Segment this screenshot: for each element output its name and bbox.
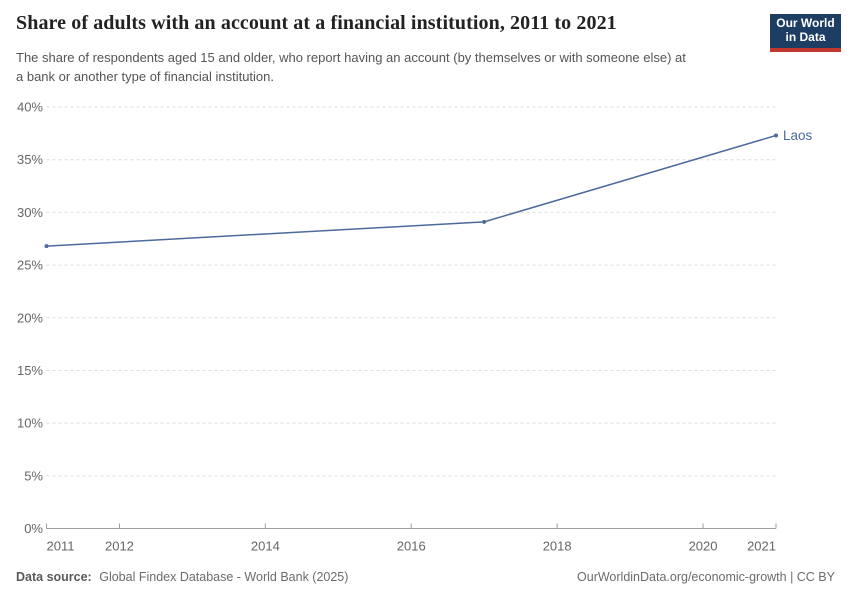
y-tick-label-5pct: 5%: [24, 468, 43, 483]
y-tick-label-25pct: 25%: [17, 258, 43, 273]
x-tick-label-2016: 2016: [397, 539, 426, 554]
owid-license-link[interactable]: OurWorldinData.org/economic-growth | CC …: [577, 570, 835, 584]
y-tick-label-35pct: 35%: [17, 152, 43, 167]
owid-logo[interactable]: Our World in Data: [770, 14, 841, 52]
x-tick-label-2021: 2021: [747, 539, 776, 554]
data-source-label: Data source:: [16, 570, 92, 584]
y-tick-label-20pct: 20%: [17, 310, 43, 325]
laos-data-point-2011: [44, 244, 49, 249]
laos-data-point-2017: [482, 219, 487, 224]
data-source-note: Data source: Global Findex Database - Wo…: [16, 570, 348, 584]
y-tick-label-15pct: 15%: [17, 363, 43, 378]
x-tick-label-2018: 2018: [543, 539, 572, 554]
owid-logo-line2: in Data: [785, 30, 826, 44]
x-tick-label-2014: 2014: [251, 539, 280, 554]
chart-subtitle: The share of respondents aged 15 and old…: [16, 50, 686, 84]
y-tick-label-10pct: 10%: [17, 416, 43, 431]
y-tick-label-30pct: 30%: [17, 205, 43, 220]
y-tick-label-0pct: 0%: [24, 521, 43, 536]
owid-logo-line1: Our World: [776, 16, 835, 31]
x-tick-label-2012: 2012: [105, 539, 134, 554]
laos-line: [46, 134, 777, 247]
entity-label-laos: Laos: [783, 128, 813, 143]
data-source-value: Global Findex Database - World Bank (202…: [99, 570, 349, 584]
x-tick-label-2020: 2020: [689, 539, 718, 554]
chart-title: Share of adults with an account at a fin…: [16, 12, 617, 34]
y-tick-label-40pct: 40%: [17, 100, 43, 115]
x-tick-label-2011: 2011: [47, 539, 75, 554]
laos-data-point-2021: [774, 133, 778, 138]
